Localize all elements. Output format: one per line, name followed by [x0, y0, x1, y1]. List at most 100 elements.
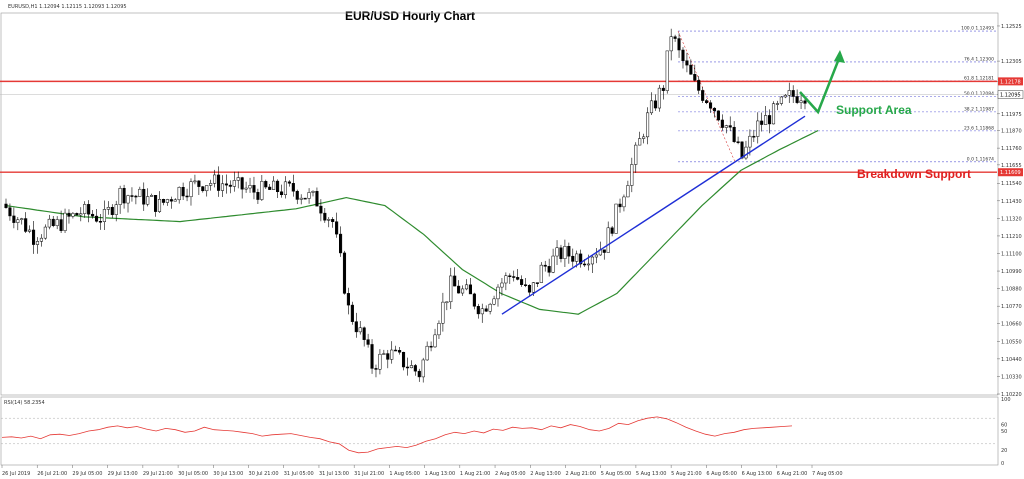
- candlestick: [563, 239, 567, 268]
- candle-body: [276, 180, 280, 193]
- candlestick: [79, 207, 83, 222]
- candlestick: [346, 287, 350, 315]
- candlestick: [126, 194, 130, 213]
- candle-body: [39, 237, 43, 242]
- price-tag-label: 1.12178: [1000, 79, 1021, 85]
- candle-body: [712, 107, 717, 112]
- candle-body: [161, 199, 165, 203]
- candle-body: [110, 206, 114, 215]
- candle-body: [224, 183, 228, 186]
- candle-body: [228, 184, 232, 187]
- candlestick: [496, 284, 500, 307]
- candle-body: [405, 366, 410, 369]
- trendline-layer: [501, 115, 806, 315]
- candle-body: [94, 215, 99, 222]
- candlestick: [106, 201, 110, 215]
- candle-body: [16, 219, 20, 223]
- candle-body: [169, 199, 173, 202]
- candlestick: [728, 116, 732, 132]
- candlestick: [779, 96, 783, 106]
- time-tick-label: 6 Aug 05:00: [706, 471, 737, 477]
- candle-body: [791, 90, 795, 97]
- candle-body: [433, 334, 437, 348]
- time-tick-label: 5 Aug 21:00: [671, 471, 702, 477]
- candle-body: [697, 80, 701, 91]
- candlestick: [20, 217, 24, 225]
- candle-body: [610, 227, 614, 234]
- rsi-tick-label: 50: [1001, 429, 1007, 435]
- candle-body: [339, 233, 343, 254]
- price-tick-label: 1.10770: [1001, 304, 1022, 310]
- time-tick-label: 2 Aug 05:00: [495, 471, 526, 477]
- candle-body: [457, 285, 461, 294]
- candle-body: [701, 90, 705, 101]
- candlestick: [98, 213, 103, 230]
- candlestick: [744, 140, 748, 160]
- candlestick: [787, 82, 791, 103]
- candlestick: [279, 184, 284, 198]
- candle-body: [488, 303, 492, 312]
- candle-body: [173, 199, 177, 202]
- candlestick: [649, 92, 654, 116]
- candle-body: [803, 100, 807, 104]
- candle-body: [279, 191, 284, 195]
- candle-body: [362, 327, 366, 340]
- candlestick: [437, 320, 441, 339]
- candlestick: [134, 194, 138, 205]
- candlestick: [673, 34, 677, 42]
- candle-body: [594, 254, 598, 258]
- candlestick: [378, 349, 382, 375]
- candlestick: [539, 262, 543, 283]
- candlestick: [244, 181, 248, 193]
- candle-body: [118, 188, 122, 205]
- rsi-label: RSI(14) 58.2354: [4, 400, 45, 406]
- price-tick-label: 1.12525: [1001, 24, 1022, 30]
- candlestick: [689, 59, 693, 75]
- candle-body: [464, 284, 469, 290]
- fib-level-label: 100.0 1.12493: [961, 26, 994, 32]
- candle-body: [642, 136, 646, 139]
- candle-body: [539, 264, 543, 283]
- candlestick: [669, 28, 673, 61]
- candle-body: [220, 183, 225, 191]
- candlestick: [756, 112, 760, 144]
- candlestick: [579, 249, 583, 268]
- candlestick: [35, 237, 40, 254]
- candle-body: [47, 218, 51, 228]
- candle-body: [374, 368, 378, 370]
- candle-body: [354, 321, 358, 333]
- candlestick: [220, 175, 225, 198]
- candle-body: [437, 323, 441, 336]
- candle-body: [323, 212, 327, 221]
- candle-body: [205, 185, 209, 192]
- candle-body: [291, 183, 295, 192]
- candle-body: [79, 213, 83, 216]
- time-tick-label: 26 Jul 21:00: [37, 471, 67, 477]
- candle-body: [425, 345, 429, 361]
- candle-body: [606, 227, 610, 253]
- candle-body: [614, 203, 618, 234]
- candlestick: [752, 129, 756, 143]
- candle-body: [646, 112, 650, 138]
- candlestick: [571, 248, 575, 267]
- candlestick: [626, 180, 630, 198]
- candlestick: [736, 136, 740, 145]
- candlestick: [484, 305, 488, 313]
- candlestick: [213, 169, 217, 188]
- candlestick: [130, 187, 134, 202]
- candle-body: [677, 38, 681, 51]
- candle-body: [516, 277, 520, 280]
- candle-body: [63, 212, 67, 231]
- time-tick-label: 29 Jul 13:00: [108, 471, 138, 477]
- candle-body: [394, 349, 398, 352]
- time-tick-label: 6 Aug 21:00: [777, 471, 808, 477]
- candle-body: [35, 241, 40, 245]
- candle-body: [154, 195, 158, 212]
- candlestick: [500, 278, 504, 296]
- candlestick: [602, 249, 606, 260]
- candlestick: [142, 182, 146, 211]
- candle-body: [358, 327, 362, 333]
- price-tick-label: 1.11655: [1001, 163, 1022, 169]
- candlestick: [307, 188, 311, 204]
- candle-body: [626, 185, 630, 198]
